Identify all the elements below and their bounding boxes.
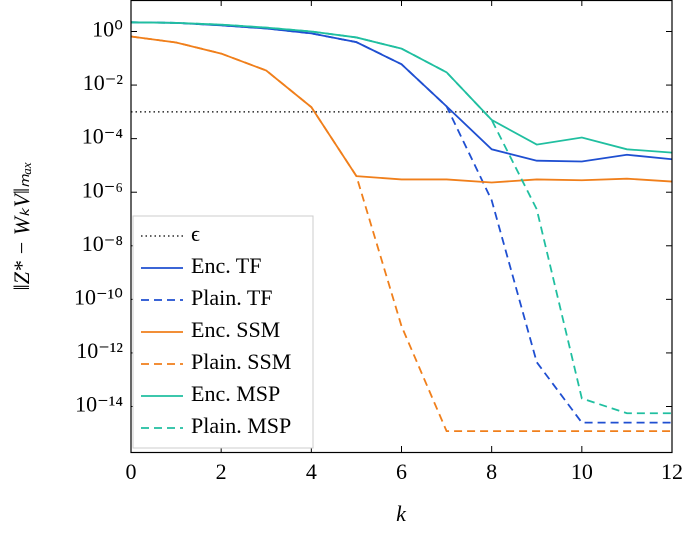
x-tick-label: 2: [216, 459, 227, 484]
y-tick-label: 10⁰: [92, 17, 123, 42]
series-line: [130, 21, 672, 415]
legend: ϵ Enc. TF Plain. TF Enc. SSM Plain. SSM Enc. …: [132, 215, 314, 449]
x-tick-label: 10: [571, 459, 593, 484]
legend-label: Plain. SSM: [191, 349, 291, 374]
x-tick-label: 4: [306, 459, 317, 484]
y-tick-label: 10⁻²: [83, 70, 124, 95]
x-tick-label: 12: [661, 459, 683, 484]
legend-label: Enc. TF: [191, 253, 261, 278]
y-tick-label: 10⁻¹²: [76, 338, 123, 363]
legend-label: Plain. MSP: [191, 413, 291, 438]
x-tick-label: 0: [126, 459, 137, 484]
legend-label: Enc. SSM: [191, 317, 280, 342]
plot-frame: [130, 0, 673, 454]
y-tick-label: 10⁻¹⁴: [75, 392, 123, 417]
legend-box: [132, 215, 314, 449]
y-tick-label: 10⁻⁴: [82, 124, 124, 149]
y-axis-label: ‖Z* − WₖV‖ₘₐₓ: [9, 162, 34, 291]
x-tick-label: 6: [396, 459, 407, 484]
x-tick-label: 8: [486, 459, 497, 484]
series-line: [130, 21, 673, 154]
legend-label: Plain. TF: [191, 285, 273, 310]
legend-label: ϵ: [191, 221, 200, 246]
series-line: [130, 21, 672, 424]
y-tick-label: 10⁻⁸: [82, 231, 123, 256]
y-tick-label: 10⁻⁶: [82, 177, 123, 202]
x-axis-label: k: [396, 501, 407, 526]
series-line: [130, 35, 672, 433]
legend-label: Enc. MSP: [191, 381, 280, 406]
y-tick-label: 10⁻¹⁰: [74, 284, 123, 309]
